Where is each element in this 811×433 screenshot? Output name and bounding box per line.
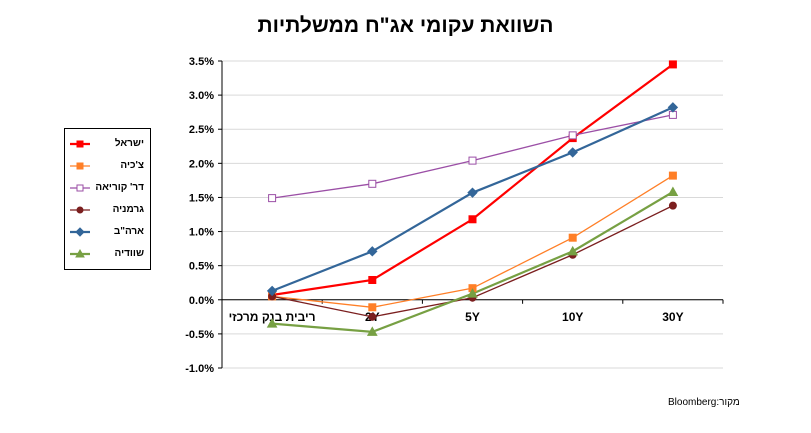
data-point-marker xyxy=(568,233,577,242)
x-tick-label: 30Y xyxy=(662,310,683,324)
legend-item: צ'כיה xyxy=(65,156,150,176)
legend-item: דר' קוריאה xyxy=(65,178,150,198)
data-point-marker xyxy=(75,227,85,237)
data-point-marker xyxy=(667,186,679,196)
legend-item: גרמניה xyxy=(65,200,150,220)
y-tick-label: 2.0% xyxy=(189,158,214,170)
y-tick-label: 2.5% xyxy=(189,124,214,136)
legend-swatch xyxy=(70,184,90,192)
data-point-marker xyxy=(366,326,378,336)
data-point-marker xyxy=(567,245,579,256)
data-point-marker xyxy=(368,275,377,284)
data-point-marker xyxy=(76,184,84,192)
x-tick-label: 10Y xyxy=(562,310,583,324)
data-point-marker xyxy=(76,162,84,170)
y-tick-label: 1.0% xyxy=(189,227,214,239)
data-point-marker xyxy=(568,131,577,140)
chart-title: השוואת עקומי אג"ח ממשלתיות xyxy=(257,14,554,37)
data-point-marker xyxy=(367,246,378,257)
data-point-marker xyxy=(76,206,84,214)
data-point-marker xyxy=(468,156,477,165)
data-point-marker xyxy=(368,179,377,188)
x-tick-label: 5Y xyxy=(465,310,480,324)
legend-item: ארה"ב xyxy=(65,222,150,242)
data-point-marker xyxy=(467,187,478,198)
y-tick-label: 1.5% xyxy=(189,192,214,204)
data-point-marker xyxy=(75,248,85,258)
series-line xyxy=(271,63,674,297)
y-tick-label: -1.0% xyxy=(185,363,214,375)
data-point-marker xyxy=(468,215,477,224)
legend-swatch xyxy=(70,206,90,214)
legend-label: דר' קוריאה xyxy=(95,182,144,193)
data-point-marker xyxy=(668,201,677,210)
series-line xyxy=(272,114,674,199)
legend-label: שוודיה xyxy=(114,248,144,259)
data-point-marker xyxy=(268,194,277,203)
data-point-marker xyxy=(368,312,377,321)
legend-label: צ'כיה xyxy=(120,160,144,171)
data-point-marker xyxy=(76,140,84,148)
data-point-marker xyxy=(668,60,677,69)
legend-item: שוודיה xyxy=(65,244,150,264)
y-tick-label: 3.0% xyxy=(189,90,214,102)
y-tick-label: 0.0% xyxy=(189,295,214,307)
legend-swatch xyxy=(70,162,90,170)
legend: ישראל צ'כיה דר' קוריאה גרמניה ארה"ב שוודיה xyxy=(64,128,151,270)
legend-swatch xyxy=(70,227,90,237)
data-point-marker xyxy=(467,288,478,298)
legend-swatch xyxy=(70,140,90,148)
y-tick-label: 3.5% xyxy=(189,56,214,68)
data-point-marker xyxy=(266,285,278,297)
data-point-marker xyxy=(266,318,278,328)
y-tick-label: -0.5% xyxy=(185,329,214,341)
data-point-marker xyxy=(667,102,679,113)
series-line xyxy=(271,106,674,292)
legend-swatch xyxy=(70,248,90,258)
legend-item: ישראל xyxy=(65,134,150,154)
legend-label: ישראל xyxy=(114,138,144,149)
x-tick-label: ריבית בנק מרכזי xyxy=(229,310,316,324)
data-point-marker xyxy=(567,147,578,158)
data-point-marker xyxy=(668,171,677,180)
source-note: מקור:Bloomberg xyxy=(668,397,740,408)
legend-label: גרמניה xyxy=(112,204,144,215)
data-point-marker xyxy=(368,303,377,312)
legend-label: ארה"ב xyxy=(113,226,144,237)
y-tick-label: 0.5% xyxy=(189,261,214,273)
